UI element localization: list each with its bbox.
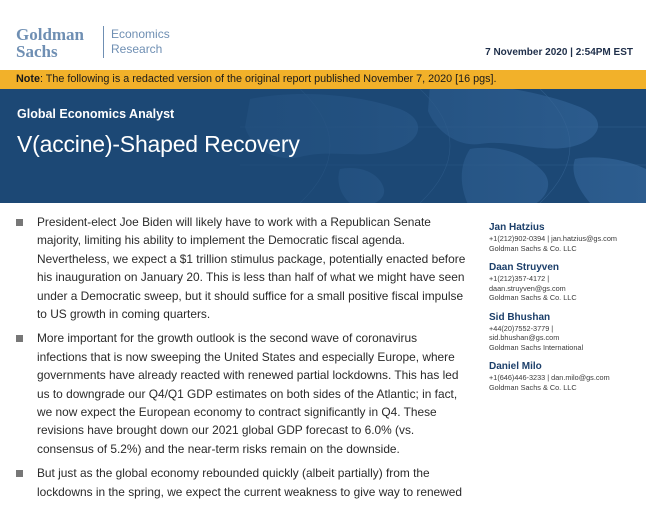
- author-card: Sid Bhushan +44(20)7552-3779 | sid.bhush…: [489, 312, 644, 353]
- logo-divider: [103, 26, 104, 58]
- logo-dept-line1: Economics: [111, 27, 170, 41]
- author-phone: +1(212)357-4172 |: [489, 274, 550, 283]
- author-phone: +44(20)7552-3779 |: [489, 323, 554, 333]
- report-title: V(accine)-Shaped Recovery: [17, 131, 300, 157]
- author-email[interactable]: sid.bhushan@gs.com: [489, 333, 560, 342]
- bullet-paragraph: More important for the growth outlook is…: [16, 329, 470, 458]
- author-email[interactable]: daan.struyven@gs.com: [489, 283, 566, 293]
- map-fade-overlay: [0, 89, 646, 203]
- author-affiliation: Goldman Sachs International: [489, 342, 584, 352]
- author-contact[interactable]: +1(212)902-0394 | jan.hatzius@gs.com: [489, 234, 617, 243]
- author-affiliation: Goldman Sachs & Co. LLC: [489, 293, 577, 302]
- bullet-square-icon: [16, 219, 23, 226]
- bullet-paragraph: But just as the global economy rebounded…: [16, 464, 470, 501]
- author-name: Sid Bhushan: [489, 311, 551, 323]
- series-name: Global Economics Analyst: [17, 107, 175, 121]
- report-header: Goldman Sachs Economics Research 7 Novem…: [0, 0, 646, 70]
- author-affiliation: Goldman Sachs & Co. LLC: [489, 382, 577, 392]
- author-name: Jan Hatzius: [489, 222, 545, 233]
- world-map-background: [0, 89, 646, 203]
- bullet-text: President-elect Joe Biden will likely ha…: [37, 215, 466, 322]
- bullet-square-icon: [16, 335, 23, 343]
- redaction-note-bar: Note: The following is a redacted versio…: [0, 70, 646, 89]
- author-name: Daniel Milo: [489, 361, 542, 372]
- logo-wordmark-line1: Goldman: [16, 25, 85, 44]
- logo-department: Economics Research: [111, 27, 170, 57]
- author-sidebar: Jan Hatzius +1(212)902-0394 | jan.hatziu…: [489, 222, 644, 401]
- note-text: : The following is a redacted version of…: [40, 73, 497, 85]
- logo-dept-line2: Research: [111, 42, 163, 56]
- bullet-text: But just as the global economy rebounded…: [37, 466, 462, 499]
- author-contact[interactable]: +1(646)446-3233 | dan.milo@gs.com: [489, 373, 610, 382]
- note-label: Note: [16, 73, 40, 85]
- author-name: Daan Struyven: [489, 262, 560, 273]
- report-date: 7 November 2020 | 2:54PM EST: [485, 47, 633, 58]
- bullet-paragraph: President-elect Joe Biden will likely ha…: [16, 213, 470, 323]
- author-affiliation: Goldman Sachs & Co. LLC: [489, 243, 577, 253]
- goldman-sachs-logo: Goldman Sachs Economics Research: [16, 25, 170, 61]
- author-card: Jan Hatzius +1(212)902-0394 | jan.hatziu…: [489, 222, 644, 253]
- report-body: President-elect Joe Biden will likely ha…: [16, 213, 470, 507]
- author-card: Daniel Milo +1(646)446-3233 | dan.milo@g…: [489, 361, 644, 392]
- author-card: Daan Struyven +1(212)357-4172 | daan.str…: [489, 262, 644, 303]
- bullet-square-icon: [16, 470, 23, 478]
- bullet-text: More important for the growth outlook is…: [37, 331, 459, 456]
- logo-wordmark-line2: Sachs: [16, 42, 58, 61]
- hero-banner: Global Economics Analyst V(accine)-Shape…: [0, 89, 646, 203]
